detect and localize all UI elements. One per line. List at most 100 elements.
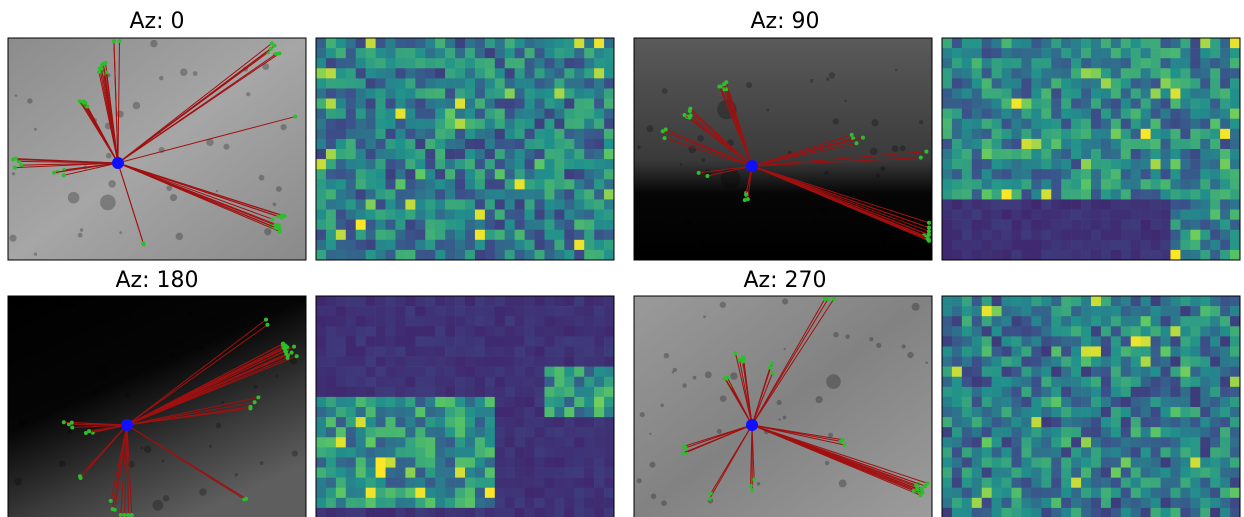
heatmap-cell	[1061, 498, 1071, 508]
heatmap-cell	[1101, 199, 1111, 209]
heatmap-cell	[1051, 306, 1061, 316]
heatmap-cell	[1101, 498, 1111, 508]
heatmap-cell	[574, 169, 584, 179]
crater	[700, 241, 704, 245]
heatmap-cell	[972, 427, 982, 437]
heatmap-cell	[1170, 387, 1180, 397]
heatmap-cell	[475, 437, 485, 447]
heatmap-cell	[1200, 159, 1210, 169]
heatmap-cell	[1091, 336, 1101, 346]
heatmap-cell	[1031, 38, 1041, 48]
heatmap-cell	[1131, 498, 1141, 508]
heatmap-cell	[1061, 88, 1071, 98]
heatmap-cell	[445, 498, 455, 508]
heatmap-cell	[1121, 210, 1131, 220]
heatmap-cell	[1051, 220, 1061, 230]
heatmap-cell	[952, 437, 962, 447]
heatmap-cell	[1012, 68, 1022, 78]
heatmap-cell	[366, 169, 376, 179]
heatmap-cell	[336, 199, 346, 209]
heatmap-cell	[465, 119, 475, 129]
heatmap-cell	[525, 498, 535, 508]
heatmap-cell	[1002, 427, 1012, 437]
heatmap-cell	[574, 99, 584, 109]
heatmap-cell	[1131, 78, 1141, 88]
heatmap-cell	[435, 316, 445, 326]
heatmap-cell	[515, 488, 525, 498]
crater	[246, 92, 250, 96]
heatmap-cell	[435, 68, 445, 78]
heatmap-cell	[1180, 240, 1190, 250]
heatmap-cell	[395, 377, 405, 387]
heatmap-cell	[505, 387, 515, 397]
panel-title: Az: 180	[116, 268, 199, 293]
heatmap-cell	[465, 387, 475, 397]
heatmap-cell	[525, 306, 535, 316]
heatmap-cell	[475, 139, 485, 149]
heatmap-cell	[495, 88, 505, 98]
heatmap-cell	[1041, 189, 1051, 199]
heatmap-cell	[1051, 457, 1061, 467]
heatmap-cell	[1101, 109, 1111, 119]
heatmap-cell	[554, 119, 564, 129]
heatmap-cell	[1091, 240, 1101, 250]
crater	[276, 375, 279, 378]
heatmap-cell	[445, 437, 455, 447]
heatmap-cell	[942, 58, 952, 68]
heatmap-cell	[316, 306, 326, 316]
heatmap-cell	[1131, 407, 1141, 417]
heatmap-cell	[1101, 326, 1111, 336]
heatmap-cell	[1071, 99, 1081, 109]
heatmap-cell	[1230, 179, 1240, 189]
heatmap-cell	[604, 149, 614, 159]
heatmap-cell	[405, 210, 415, 220]
heatmap-cell	[1170, 367, 1180, 377]
heatmap-cell	[445, 38, 455, 48]
heatmap-cell	[554, 306, 564, 316]
heatmap-cell	[1141, 230, 1151, 240]
heatmap-cell	[445, 78, 455, 88]
heatmap-cell	[1061, 230, 1071, 240]
heatmap-cell	[356, 397, 366, 407]
heatmap-cell	[1151, 306, 1161, 316]
heatmap-cell	[1220, 109, 1230, 119]
heatmap-cell	[1170, 326, 1180, 336]
heatmap-cell	[346, 468, 356, 478]
heatmap-cell	[336, 149, 346, 159]
heatmap-cell	[544, 149, 554, 159]
heatmap-cell	[485, 296, 495, 306]
heatmap-cell	[445, 367, 455, 377]
heatmap-cell	[962, 199, 972, 209]
heatmap-cell	[376, 457, 386, 467]
heatmap-cell	[1091, 498, 1101, 508]
heatmap-cell	[554, 447, 564, 457]
crater	[32, 383, 36, 387]
heatmap-cell	[1031, 346, 1041, 356]
heatmap-cell	[594, 417, 604, 427]
heatmap-cell	[1170, 478, 1180, 488]
heatmap-cell	[574, 377, 584, 387]
heatmap-cell	[455, 336, 465, 346]
heatmap-cell	[336, 220, 346, 230]
heatmap-cell	[1200, 109, 1210, 119]
heatmap-cell	[1002, 68, 1012, 78]
heatmap-cell	[1151, 447, 1161, 457]
heatmap-cell	[1161, 377, 1171, 387]
heatmap-cell	[574, 316, 584, 326]
heatmap-cell	[395, 88, 405, 98]
heatmap-cell	[554, 457, 564, 467]
heatmap-cell	[1101, 149, 1111, 159]
heatmap-cell	[535, 250, 545, 260]
keypoint	[244, 497, 248, 501]
heatmap-cell	[376, 367, 386, 377]
heatmap-cell	[326, 199, 336, 209]
heatmap-cell	[535, 447, 545, 457]
heatmap-cell	[1200, 427, 1210, 437]
heatmap-cell	[445, 109, 455, 119]
heatmap-cell	[1061, 367, 1071, 377]
heatmap-cell	[544, 498, 554, 508]
heatmap-cell	[1131, 488, 1141, 498]
heatmap-cell	[425, 48, 435, 58]
crater	[163, 495, 169, 501]
heatmap-cell	[415, 397, 425, 407]
